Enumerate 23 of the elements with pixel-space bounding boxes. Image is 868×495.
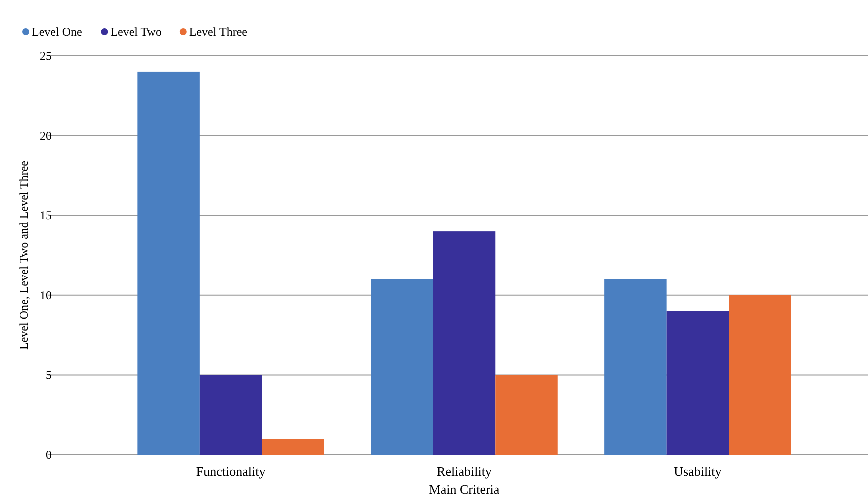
y-tick-label: 10 xyxy=(40,288,52,302)
legend-label: Level Three xyxy=(189,25,248,39)
legend-label: Level Two xyxy=(110,25,162,39)
bar xyxy=(200,375,262,455)
x-tick-label: Usability xyxy=(674,464,722,479)
bar xyxy=(371,279,434,455)
x-axis-title: Main Criteria xyxy=(429,482,500,495)
y-tick-label: 5 xyxy=(46,368,52,382)
x-tick-label: Reliability xyxy=(437,464,492,479)
bar xyxy=(433,232,496,455)
bar xyxy=(138,72,200,455)
bar xyxy=(666,311,730,455)
y-tick-label: 25 xyxy=(40,49,52,63)
y-axis-title: Level One, Level Two and Level Three xyxy=(17,161,31,350)
legend-label: Level One xyxy=(32,25,82,39)
bar xyxy=(729,295,792,455)
bar xyxy=(604,279,667,455)
bar xyxy=(262,439,324,455)
x-tick-label: Functionality xyxy=(196,464,266,479)
y-tick-label: 15 xyxy=(40,208,52,223)
y-tick-label: 20 xyxy=(40,128,52,143)
bar xyxy=(496,375,558,455)
y-tick-label: 0 xyxy=(46,448,52,462)
